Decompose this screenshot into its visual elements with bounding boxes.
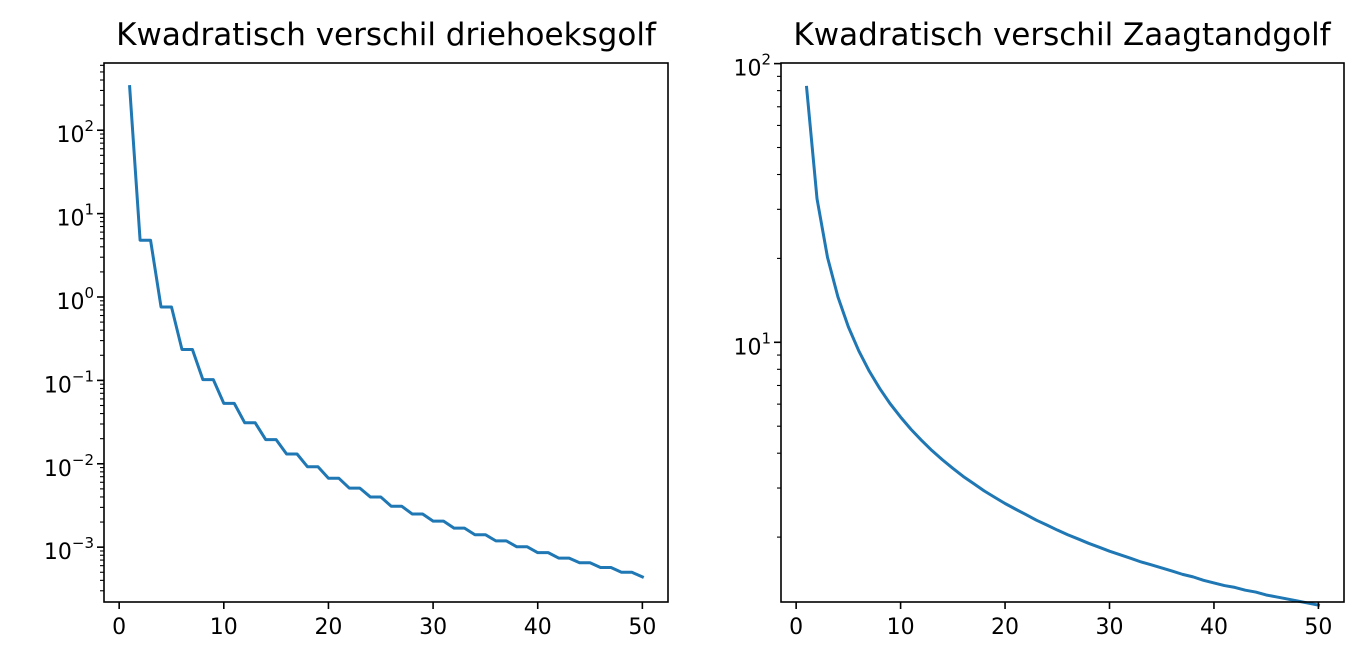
y-tick-label: 101 xyxy=(56,201,94,232)
y-tick-label: 10−2 xyxy=(44,451,94,482)
axes-frame xyxy=(103,62,669,603)
x-tick-label: 50 xyxy=(1304,615,1332,640)
chart-panel-sawtooth: Kwadratisch verschil Zaagtandgolf 0 10 20 3… xyxy=(733,17,1345,640)
y-tick-label: 102 xyxy=(56,117,94,148)
chart-panel-triangle: Kwadratisch verschil driehoeksgolf 0 10 20… xyxy=(44,17,669,640)
series-line-triangle xyxy=(128,85,645,579)
x-tick-label: 40 xyxy=(524,615,552,640)
y-tick-label: 100 xyxy=(56,284,94,315)
x-tick-label: 20 xyxy=(991,615,1019,640)
chart-title: Kwadratisch verschil driehoeksgolf xyxy=(116,17,657,53)
x-tick-label: 30 xyxy=(1096,615,1124,640)
y-tick-label: 102 xyxy=(733,51,771,82)
x-tick-label: 10 xyxy=(210,615,238,640)
x-tick-label: 20 xyxy=(314,615,342,640)
x-tick-label: 30 xyxy=(419,615,447,640)
y-tick-label: 101 xyxy=(733,329,771,360)
x-tick-label: 0 xyxy=(112,615,126,640)
x-tick-label: 50 xyxy=(628,615,656,640)
chart-title: Kwadratisch verschil Zaagtandgolf xyxy=(793,17,1331,53)
axes-frame xyxy=(780,62,1345,603)
y-tick-label: 10−3 xyxy=(44,534,94,565)
x-tick-label: 0 xyxy=(789,615,803,640)
series-line-sawtooth xyxy=(804,85,1321,607)
x-tick-label: 40 xyxy=(1200,615,1228,640)
x-tick-label: 10 xyxy=(887,615,915,640)
y-tick-label: 10−1 xyxy=(44,367,94,398)
